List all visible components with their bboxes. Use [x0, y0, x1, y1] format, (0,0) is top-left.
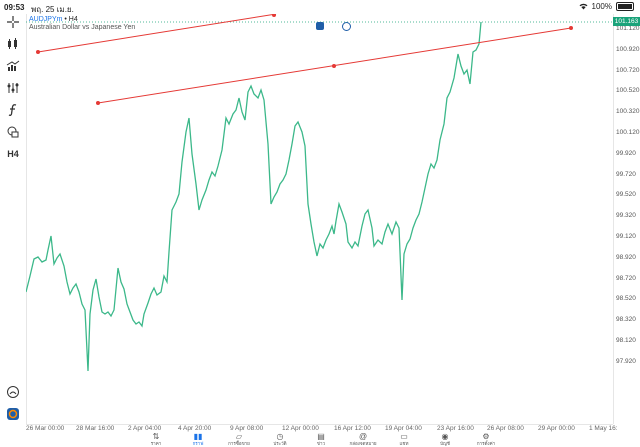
price-tick-label: 99.320	[616, 212, 636, 220]
price-tick-label: 98.320	[616, 316, 636, 324]
price-tick-label: 98.720	[616, 274, 636, 282]
last-price-label: 101.163	[613, 17, 640, 26]
tab-label: การตั้งค่า	[476, 441, 496, 446]
tab-label: แชท	[399, 441, 409, 446]
tab-item[interactable]: ⇅ ราคา	[134, 433, 178, 447]
tab-label: กล่องจดหมาย	[349, 441, 377, 446]
objects-icon[interactable]	[3, 80, 23, 96]
tab-icon: @	[358, 432, 368, 441]
price-tick-label: 100.720	[616, 66, 640, 74]
price-tick-label: 98.120	[616, 337, 636, 344]
battery-icon	[616, 2, 634, 11]
time-tick-label: 2 Apr 04:00	[128, 425, 162, 432]
price-tick-label: 100.520	[616, 87, 640, 95]
symbol-name[interactable]: AUDJPYm	[29, 16, 63, 23]
tab-icon: ▤	[317, 432, 325, 441]
wifi-icon	[579, 3, 588, 10]
time-tick-label: 1 May 16:	[589, 425, 618, 432]
sell-badge-icon[interactable]	[316, 22, 324, 30]
tab-label: ข่าว	[316, 441, 326, 446]
time-axis: 26 Mar 00:00 28 Mar 16:00 2 Apr 04:00 4 Apr…	[26, 424, 618, 437]
time-tick-label: 26 Mar 00:00	[26, 425, 65, 432]
tab-label: กราฟ	[192, 441, 204, 446]
price-tick-label: 101.120	[616, 25, 640, 32]
tab-label: ประวัติ	[273, 441, 287, 446]
chart-type-icon[interactable]	[3, 36, 23, 52]
time-tick-label: 4 Apr 20:00	[178, 425, 212, 432]
buy-badge-icon[interactable]	[342, 22, 351, 31]
price-tick-label: 100.320	[616, 108, 640, 116]
chart-area[interactable]: AUDJPYm • H4 Australian Dollar vs Japane…	[26, 14, 613, 424]
time-tick-label: 12 Apr 00:00	[282, 425, 319, 432]
status-date: พฤ. 25 เม.ย.	[31, 5, 74, 14]
tab-icon: ⚙	[482, 432, 490, 441]
tab-icon: ◉	[441, 432, 449, 441]
timeframe-button[interactable]: H4	[7, 149, 19, 159]
tab-item[interactable]: ▤ ข่าว	[299, 433, 343, 447]
tab-icon: ◷	[276, 432, 284, 441]
status-time: 09:53	[4, 3, 25, 12]
tab-item[interactable]: ▮▮ กราฟ	[176, 433, 220, 447]
time-tick-label: 29 Apr 00:00	[538, 425, 575, 432]
shapes-icon[interactable]	[3, 124, 23, 140]
price-chart[interactable]	[26, 14, 613, 424]
price-tick-label: 99.720	[616, 170, 636, 178]
price-tick-label: 97.920	[616, 357, 636, 365]
drawing-toolbar: H4	[0, 14, 27, 424]
tab-icon: ▮▮	[193, 432, 203, 441]
tab-item[interactable]: @ กล่องจดหมาย	[341, 433, 385, 447]
tab-item[interactable]: ◷ ประวัติ	[258, 433, 302, 447]
tab-item[interactable]: ◉ บัญชี	[423, 433, 467, 447]
price-line	[26, 21, 482, 372]
tab-label: ราคา	[150, 441, 162, 446]
tab-item[interactable]: ▭ แชท	[382, 433, 426, 447]
price-tick-label: 100.120	[616, 129, 640, 136]
battery-percent: 100%	[591, 2, 612, 11]
crosshair-icon[interactable]	[3, 14, 23, 30]
status-right: 100%	[579, 2, 634, 11]
time-tick-label: 26 Apr 08:00	[487, 425, 524, 432]
price-tick-label: 99.520	[616, 191, 636, 199]
tab-label: บัญชี	[440, 441, 450, 446]
price-tick-label: 100.920	[616, 45, 640, 53]
price-tick-label: 99.920	[616, 149, 636, 157]
time-tick-label: 19 Apr 04:00	[385, 425, 422, 432]
price-tick-label: 99.120	[616, 233, 636, 240]
price-tick-label: 98.520	[616, 295, 636, 303]
tab-icon: ⇅	[152, 432, 160, 441]
symbol-description: Australian Dollar vs Japanese Yen	[29, 24, 136, 31]
time-tick-label: 23 Apr 16:00	[437, 425, 474, 432]
tab-label: การซื้อขาย	[228, 441, 250, 446]
trendline-upper[interactable]	[36, 14, 277, 54]
tab-icon: ▭	[400, 432, 408, 441]
broker-logo-icon[interactable]	[3, 406, 23, 422]
time-tick-label: 28 Mar 16:00	[76, 425, 115, 432]
symbol-timeframe: • H4	[64, 16, 78, 23]
symbol-header: AUDJPYm • H4 Australian Dollar vs Japane…	[29, 16, 135, 31]
price-axis: 101.120 100.920 100.720 100.520 100.320 100.1…	[613, 14, 640, 424]
function-icon[interactable]	[3, 102, 23, 118]
tab-item[interactable]: ⚙ การตั้งค่า	[464, 433, 508, 447]
time-tick-label: 9 Apr 08:00	[230, 425, 264, 432]
price-tick-label: 98.920	[616, 253, 636, 261]
time-tick-label: 16 Apr 12:00	[334, 425, 371, 432]
tab-item[interactable]: ▱ การซื้อขาย	[217, 433, 261, 447]
bottom-tab-bar: ⇅ ราคา ▮▮ กราฟ ▱ การซื้อขาย ◷ ประวัติ ▤ ข่าว @ กล่อ…	[0, 433, 640, 447]
indicators-icon[interactable]	[3, 58, 23, 74]
tab-icon: ▱	[235, 432, 243, 441]
speedometer-icon[interactable]	[3, 384, 23, 400]
status-bar: 09:53 พฤ. 25 เม.ย. 100%	[0, 0, 640, 14]
trendline-lower[interactable]	[96, 26, 573, 105]
